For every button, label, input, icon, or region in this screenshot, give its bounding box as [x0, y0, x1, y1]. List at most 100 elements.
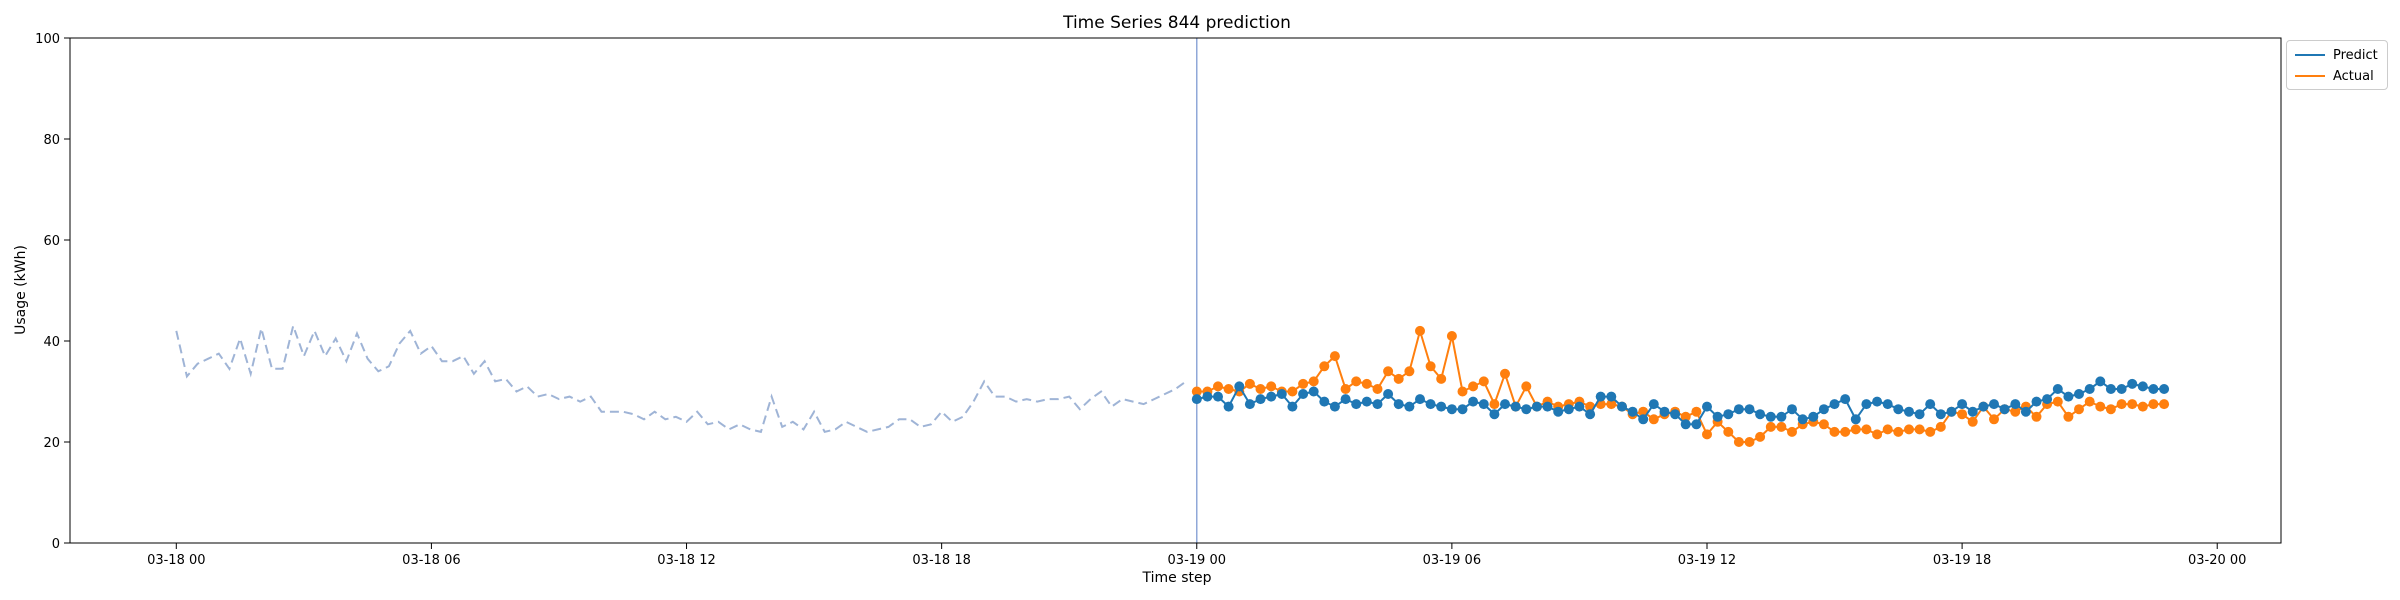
actual-point — [1776, 421, 1787, 432]
predict-point — [1446, 404, 1457, 415]
actual-point — [1425, 361, 1436, 372]
actual-point — [1468, 381, 1479, 392]
actual-point — [1872, 429, 1883, 440]
actual-point — [2010, 406, 2021, 417]
predict-point — [1478, 399, 1489, 410]
predict-point — [1436, 401, 1447, 412]
actual-point — [1850, 424, 1861, 435]
predict-point — [1733, 404, 1744, 415]
predict-point — [1468, 396, 1479, 407]
actual-point — [1957, 409, 1968, 420]
x-tick-label: 03-19 06 — [1423, 553, 1481, 568]
predict-point — [1691, 419, 1702, 430]
actual-point — [1765, 421, 1776, 432]
predict-point — [2127, 378, 2138, 389]
actual-point — [1489, 399, 1500, 410]
actual-point — [1829, 426, 1840, 437]
plot-area — [175, 38, 2170, 543]
predict-point — [1500, 399, 1510, 410]
actual-point — [1223, 384, 1234, 394]
actual-point — [1967, 416, 1978, 427]
y-tick-label: 40 — [43, 335, 60, 350]
plot-frame — [69, 37, 2282, 544]
predict-point — [1244, 399, 1255, 410]
x-tick-label: 03-18 00 — [147, 553, 205, 568]
predict-point — [1882, 399, 1893, 410]
predict-point — [1840, 394, 1851, 405]
actual-point — [2063, 411, 2074, 422]
predict-point — [1925, 399, 1936, 410]
legend-label-predict: Predict — [2333, 47, 2378, 63]
predict-point — [1489, 409, 1500, 420]
actual-point — [1266, 381, 1277, 392]
x-tick-label: 03-18 18 — [912, 553, 970, 568]
predict-point — [1329, 401, 1340, 412]
x-tick-label: 03-20 00 — [2188, 553, 2246, 568]
actual-point — [1787, 426, 1797, 437]
x-tick-label: 03-19 00 — [1168, 553, 1226, 568]
y-tick-label: 100 — [35, 32, 60, 47]
actual-point — [2137, 401, 2148, 412]
predict-point — [1531, 401, 1542, 412]
predict-point — [1393, 399, 1404, 410]
predict-point — [1223, 401, 1234, 412]
actual-point — [2084, 396, 2095, 407]
legend-item-actual: Actual — [2295, 67, 2374, 85]
actual-point — [1925, 426, 1936, 437]
predict-point — [1553, 406, 1564, 417]
actual-point — [1914, 424, 1925, 435]
actual-point — [1723, 426, 1734, 437]
legend-swatch-predict — [2295, 54, 2325, 56]
actual-point — [1861, 424, 1872, 435]
actual-point — [1340, 384, 1351, 394]
predict-point — [1989, 399, 1999, 410]
actual-point — [1308, 376, 1319, 387]
predict-point — [1787, 404, 1797, 415]
actual-point — [1606, 399, 1617, 410]
actual-point — [1840, 426, 1851, 437]
predict-point — [2031, 396, 2042, 407]
predict-point — [1797, 414, 1808, 425]
x-tick-label: 03-18 12 — [657, 553, 715, 568]
actual-point — [1733, 437, 1744, 447]
legend-swatch-actual — [2295, 75, 2325, 77]
legend: Predict Actual — [2286, 40, 2388, 90]
actual-point — [2127, 399, 2138, 410]
predict-point — [1266, 391, 1277, 402]
predict-point — [1351, 399, 1362, 410]
predict-point — [1808, 411, 1819, 422]
actual-point — [1478, 376, 1489, 387]
predict-point — [2074, 389, 2084, 399]
predict-point — [1978, 401, 1989, 412]
actual-point — [1287, 386, 1298, 397]
predict-point — [1340, 394, 1351, 405]
predict-point — [1723, 409, 1734, 420]
predict-point — [1542, 401, 1553, 412]
predict-point — [1595, 391, 1606, 402]
x-tick-label: 03-19 12 — [1678, 553, 1736, 568]
actual-point — [2116, 399, 2127, 410]
predict-point — [1574, 401, 1585, 412]
actual-point — [1255, 384, 1266, 394]
actual-point — [1213, 381, 1223, 392]
predict-point — [2148, 384, 2159, 394]
actual-point — [2148, 399, 2159, 410]
predict-point — [2063, 391, 2074, 402]
actual-point — [1989, 414, 1999, 425]
predict-point — [1712, 411, 1723, 422]
legend-item-predict: Predict — [2295, 46, 2378, 64]
predict-point — [2137, 381, 2148, 392]
actual-point — [2159, 399, 2170, 410]
chart-title: Time Series 844 prediction — [1062, 13, 1291, 33]
predict-point — [2116, 384, 2127, 394]
actual-point — [1393, 373, 1404, 384]
actual-point — [1446, 331, 1457, 341]
actual-point — [1298, 378, 1309, 389]
actual-point — [1755, 431, 1766, 442]
y-tick-label: 20 — [43, 436, 60, 451]
predict-point — [1999, 404, 2010, 415]
actual-point — [1648, 414, 1659, 425]
actual-point — [1904, 424, 1914, 435]
actual-point — [1404, 366, 1415, 377]
